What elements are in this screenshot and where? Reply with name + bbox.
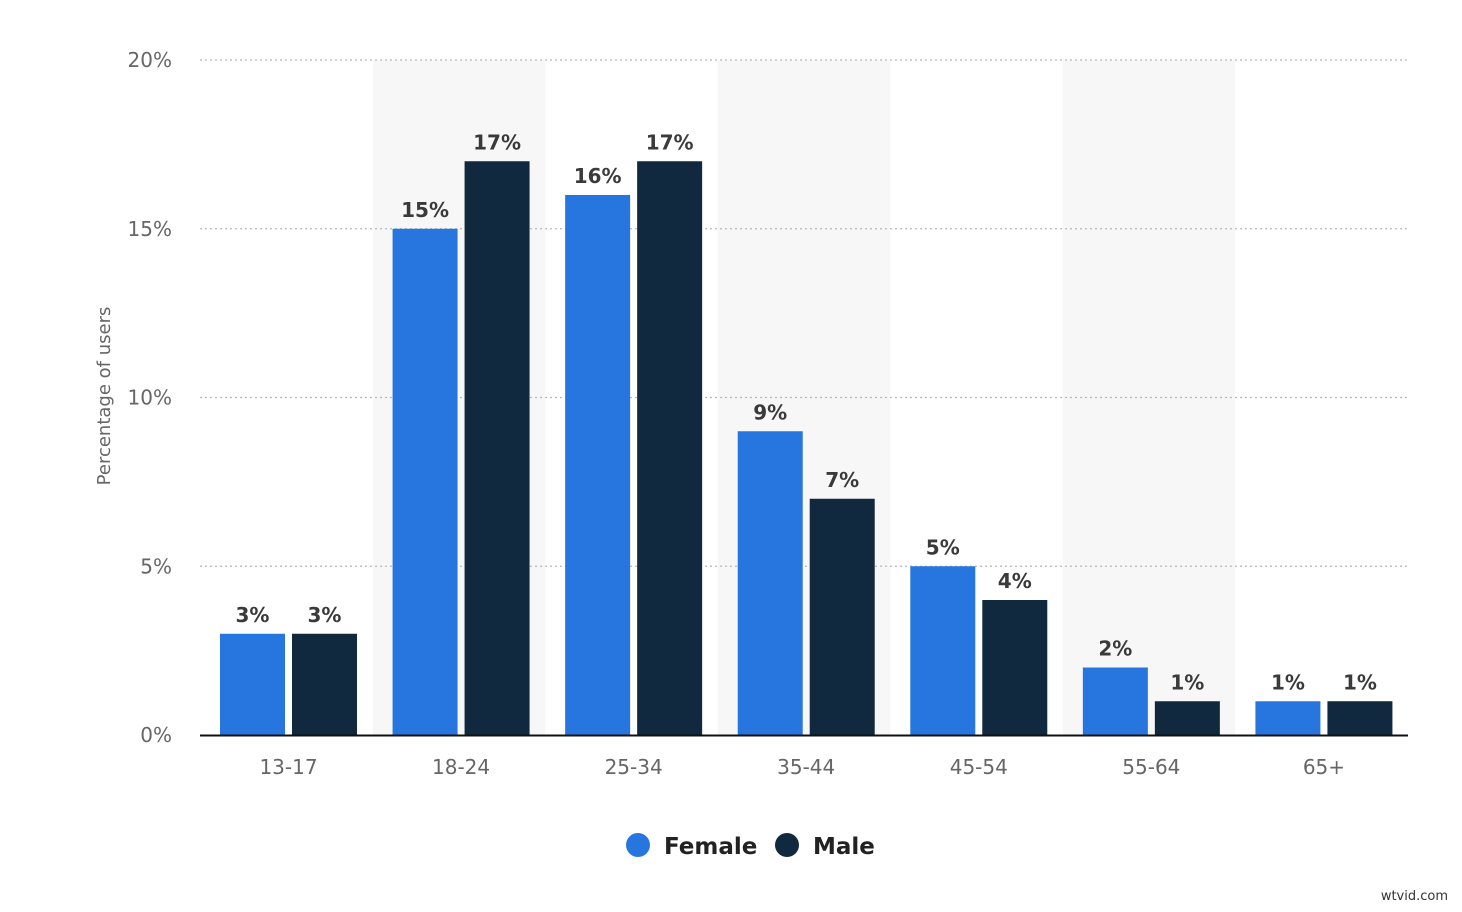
x-axis-ticks: 13-17 18-24 25-34 35-44 45-54 55-64 65+ [259, 755, 1345, 779]
x-tick-label: 18-24 [432, 755, 490, 779]
legend: Female Male [626, 833, 875, 860]
data-label: 7% [825, 468, 859, 492]
data-label: 1% [1343, 670, 1377, 694]
category-band [1062, 60, 1236, 735]
y-tick-label: 15% [128, 217, 172, 241]
bar-male[interactable] [1154, 701, 1220, 735]
x-tick-label: 65+ [1303, 755, 1345, 779]
watermark: wtvid.com [1380, 889, 1448, 904]
x-tick-label: 45-54 [950, 755, 1008, 779]
data-label: 3% [308, 603, 342, 627]
data-label: 3% [236, 603, 270, 627]
data-label: 1% [1170, 670, 1204, 694]
y-axis-label: Percentage of users [94, 307, 115, 486]
legend-female-label[interactable]: Female [664, 834, 757, 860]
data-label: 2% [1098, 637, 1132, 661]
y-tick-label: 10% [128, 386, 172, 410]
bar-male[interactable] [809, 498, 875, 735]
data-label: 17% [473, 130, 521, 154]
bar-female[interactable] [392, 228, 458, 735]
x-tick-label: 25-34 [605, 755, 663, 779]
bar-male[interactable] [292, 633, 357, 735]
data-label: 5% [926, 535, 960, 559]
y-tick-label: 5% [140, 554, 172, 578]
bar-female[interactable] [220, 633, 285, 735]
bar-female[interactable] [1255, 701, 1321, 735]
bar-female[interactable] [565, 195, 631, 735]
bar-female[interactable] [737, 431, 803, 735]
legend-male-swatch[interactable] [775, 833, 799, 857]
bar-female[interactable] [1082, 667, 1148, 736]
data-label: 4% [998, 569, 1032, 593]
data-label: 1% [1271, 670, 1305, 694]
bar-male[interactable] [637, 161, 703, 735]
data-label: 17% [646, 130, 694, 154]
bar-female[interactable] [910, 566, 976, 735]
y-tick-label: 20% [128, 48, 172, 72]
x-tick-label: 13-17 [259, 755, 317, 779]
y-axis-ticks: 0% 5% 10% 15% 20% [128, 48, 172, 747]
x-tick-label: 55-64 [1122, 755, 1180, 779]
x-tick-label: 35-44 [777, 755, 835, 779]
bar-male[interactable] [982, 600, 1048, 735]
legend-female-swatch[interactable] [626, 833, 650, 857]
y-tick-label: 0% [140, 723, 172, 747]
data-label: 15% [401, 198, 449, 222]
bar-male[interactable] [464, 161, 530, 735]
bars: 3% 3% 15% 17% 16% 17% 9% 7% 5% 4% 2% 1% 1% 1% [220, 130, 1393, 736]
bar-male[interactable] [1327, 701, 1393, 735]
legend-male-label[interactable]: Male [813, 834, 875, 860]
data-label: 16% [574, 164, 622, 188]
data-label: 9% [753, 400, 787, 424]
